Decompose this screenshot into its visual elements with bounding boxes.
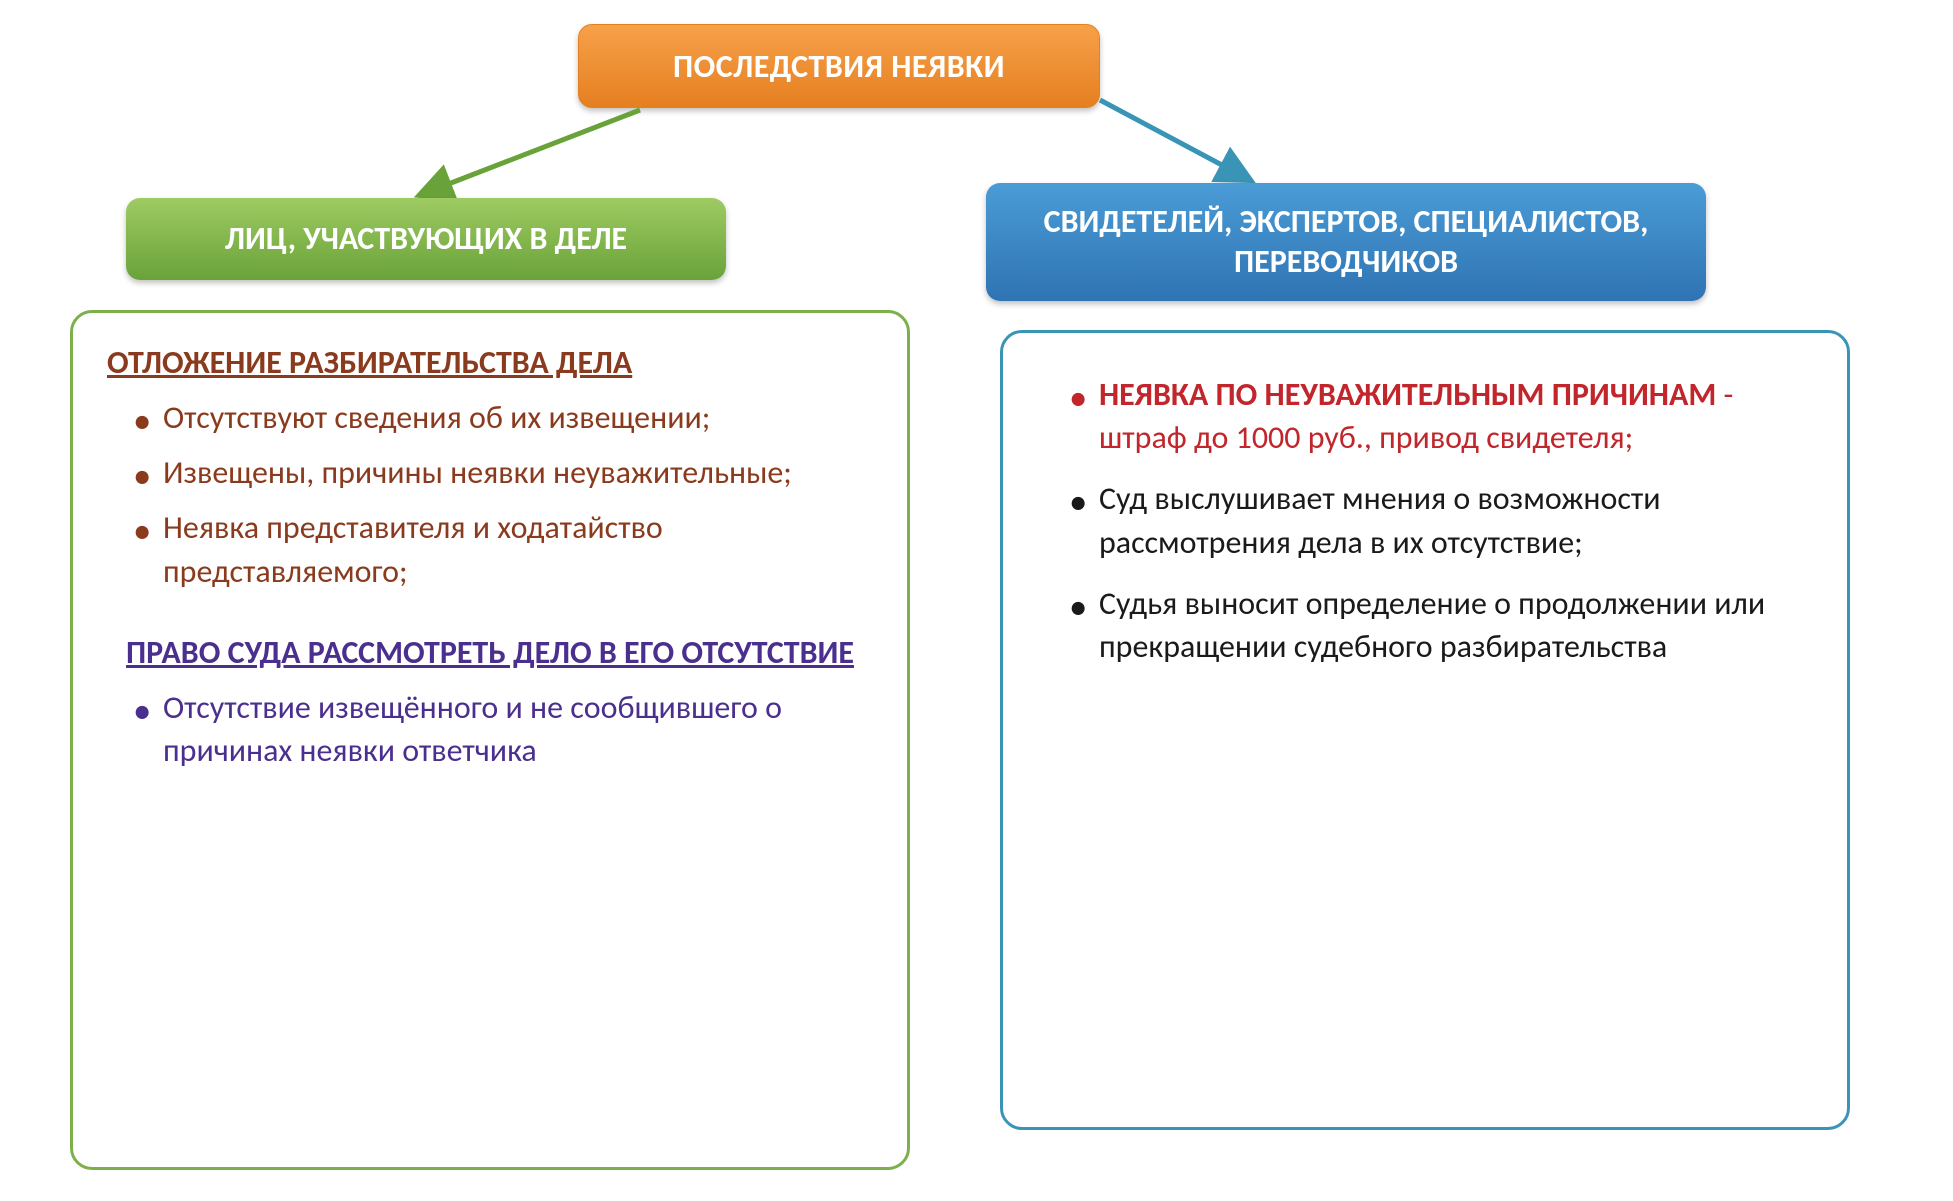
left-section2-heading: ПРАВО СУДА РАССМОТРЕТЬ ДЕЛО В ЕГО ОТСУТС… — [107, 633, 873, 672]
right-content-box: НЕЯВКА ПО НЕУВАЖИТЕЛЬНЫМ ПРИЧИНАМ - штра… — [1000, 330, 1850, 1130]
left-section1-list: Отсутствуют сведения об их извещении; Изв… — [107, 396, 873, 593]
list-item: Отсутствие извещённого и не сообщившего … — [163, 686, 873, 772]
right-list: НЕЯВКА ПО НЕУВАЖИТЕЛЬНЫМ ПРИЧИНАМ - штра… — [1043, 373, 1807, 668]
diagram-stage: ПОСЛЕДСТВИЯ НЕЯВКИ ЛИЦ, УЧАСТВУЮЩИХ В ДЕ… — [0, 0, 1953, 1201]
list-item: Суд выслушивает мнения о возможности рас… — [1099, 477, 1807, 563]
list-item: Извещены, причины неявки неуважительные; — [163, 451, 873, 494]
list-item: Судья выносит определение о продолжении … — [1099, 582, 1807, 668]
left-section1-heading: ОТЛОЖЕНИЕ РАЗБИРАТЕЛЬСТВА ДЕЛА — [107, 343, 873, 382]
left-branch-header: ЛИЦ, УЧАСТВУЮЩИХ В ДЕЛЕ — [126, 198, 726, 280]
emphasis: НЕЯВКА ПО НЕУВАЖИТЕЛЬНЫМ ПРИЧИНАМ — [1099, 375, 1716, 414]
left-branch-label: ЛИЦ, УЧАСТВУЮЩИХ В ДЕЛЕ — [225, 219, 627, 259]
list-item: НЕЯВКА ПО НЕУВАЖИТЕЛЬНЫМ ПРИЧИНАМ - штра… — [1099, 373, 1807, 459]
list-item: Отсутствуют сведения об их извещении; — [163, 396, 873, 439]
left-section2-list: Отсутствие извещённого и не сообщившего … — [107, 686, 873, 772]
list-item: Неявка представителя и ходатайство предс… — [163, 506, 873, 592]
right-branch-header: СВИДЕТЕЛЕЙ, ЭКСПЕРТОВ, СПЕЦИАЛИСТОВ, ПЕР… — [986, 183, 1706, 301]
left-content-box: ОТЛОЖЕНИЕ РАЗБИРАТЕЛЬСТВА ДЕЛА Отсутству… — [70, 310, 910, 1170]
right-branch-label: СВИДЕТЕЛЕЙ, ЭКСПЕРТОВ, СПЕЦИАЛИСТОВ, ПЕР… — [998, 202, 1694, 282]
